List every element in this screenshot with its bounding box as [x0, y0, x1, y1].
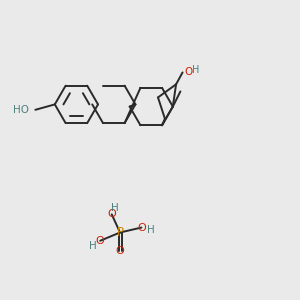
Text: P: P — [116, 226, 124, 239]
Text: O: O — [107, 209, 116, 219]
Text: H: H — [112, 203, 119, 213]
Text: H: H — [147, 225, 155, 235]
Text: O: O — [184, 67, 192, 76]
Text: HO: HO — [13, 105, 29, 115]
Text: H: H — [192, 65, 199, 75]
Text: H: H — [89, 241, 97, 251]
Text: O: O — [137, 223, 146, 232]
Text: O: O — [116, 246, 124, 256]
Text: O: O — [96, 236, 105, 246]
